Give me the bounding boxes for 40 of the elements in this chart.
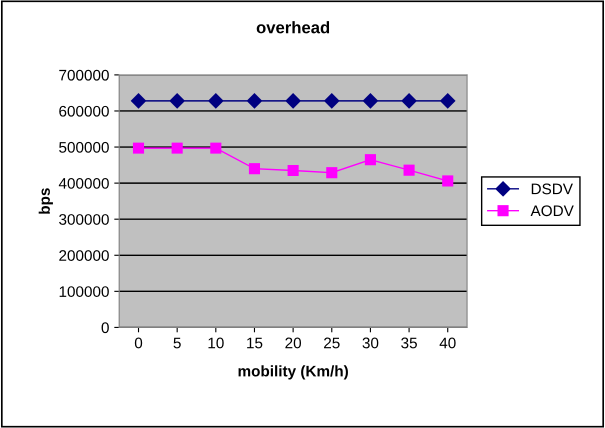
point [288,164,299,176]
point [364,154,376,166]
point [402,93,417,108]
point [170,93,185,108]
point [286,93,301,108]
x-axis-title: mobility (Km/h) [238,365,348,380]
point [172,142,183,154]
point [210,142,222,154]
legend-label: AODV [530,205,574,216]
x-tick-label: 35 [401,338,417,348]
y-tick-label: 700000 [59,70,109,81]
x-tick-label: 10 [208,338,224,348]
chart-title: overhead [256,21,330,34]
point [362,93,378,108]
point [326,167,338,178]
point [132,142,144,154]
point [130,93,146,108]
legend-label: DSDV [532,184,573,194]
point [440,93,456,108]
y-tick-label: 500000 [59,142,109,153]
y-tick-label: 600000 [59,106,109,117]
point [442,175,454,187]
point [208,93,224,108]
x-tick-label: 25 [324,338,340,348]
x-tick-label: 0 [134,338,142,348]
x-tick-label: 20 [285,338,302,348]
x-tick-label: 5 [174,338,181,348]
point [246,93,262,108]
y-tick-label: 300000 [59,214,109,225]
x-tick-label: 40 [440,338,456,348]
y-tick-label: 400000 [58,178,109,189]
y-tick-label: 200000 [59,250,109,261]
point [248,163,260,174]
y-tick-label: 100000 [60,286,109,298]
x-tick-label: 30 [362,338,378,348]
x-tick-label: 15 [247,338,262,348]
point [404,164,415,176]
y-axis-title: bps [38,188,53,214]
point [324,93,340,108]
y-tick-label: 0 [102,322,109,334]
